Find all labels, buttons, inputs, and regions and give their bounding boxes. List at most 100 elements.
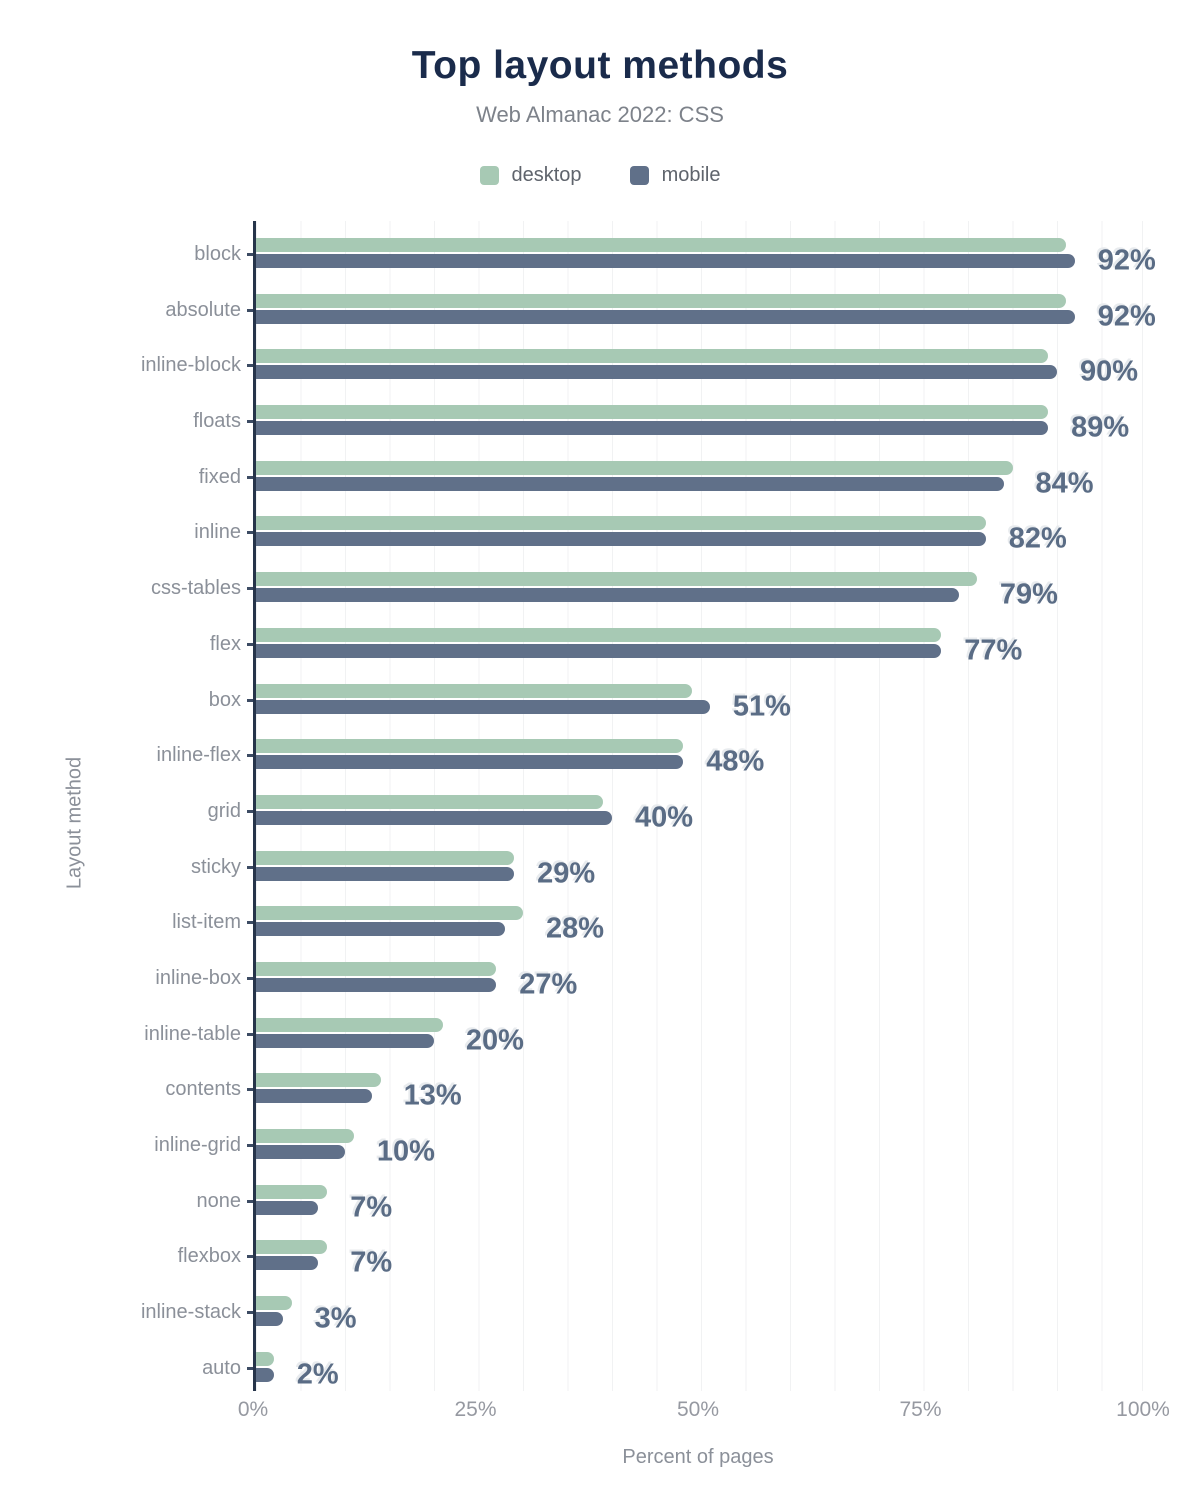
value-label: 29% (537, 857, 596, 890)
category-bars: 10% (247, 1112, 1143, 1168)
desktop-bar (256, 961, 497, 976)
category-label: floats (193, 410, 241, 433)
mobile-bar (256, 643, 942, 658)
legend-label-mobile: mobile (661, 164, 721, 186)
value-label: 92% (1097, 244, 1156, 277)
value-label: 10% (376, 1135, 435, 1168)
mobile-bar (256, 476, 1004, 491)
mobile-bar (256, 532, 986, 547)
mobile-bar (256, 810, 612, 825)
legend-swatch-mobile (629, 166, 649, 185)
category-bars: 92% (247, 221, 1156, 277)
mobile-bar (256, 1033, 434, 1048)
x-tick-label: 0% (237, 1398, 269, 1422)
category-bars: 28% (247, 889, 1143, 945)
chart-row-inline-table: inline-table 20% (0, 1001, 1200, 1057)
category-bars: 84% (247, 444, 1143, 500)
category-label: flex (209, 632, 241, 655)
chart-row-inline-stack: inline-stack 3% (0, 1279, 1200, 1335)
chart-row-list-item: list-item 28% (0, 889, 1200, 945)
plot-rows: block 92% absolute 92% inline-block 90% floats… (0, 221, 1200, 1390)
legend-swatch-desktop (479, 166, 499, 185)
category-bars: 79% (247, 555, 1143, 611)
chart-row-contents: contents 13% (0, 1056, 1200, 1112)
legend: desktop mobile (0, 164, 1200, 187)
value-label: 84% (1035, 467, 1094, 500)
desktop-bar (256, 293, 1066, 308)
category-bars: 27% (247, 945, 1143, 1001)
value-label: 79% (999, 578, 1058, 611)
desktop-bar (256, 1017, 443, 1032)
chart-row-inline-flex: inline-flex 48% (0, 722, 1200, 778)
mobile-bar (256, 922, 506, 937)
mobile-bar (256, 866, 515, 881)
mobile-bar (256, 977, 497, 992)
x-tick-label: 50% (676, 1398, 720, 1422)
category-label: flexbox (177, 1245, 241, 1268)
chart-row-auto: auto 2% (0, 1335, 1200, 1391)
chart-row-grid: grid 40% (0, 778, 1200, 834)
category-label: inline-table (144, 1022, 241, 1045)
category-bars: 29% (247, 834, 1143, 890)
mobile-bar (256, 365, 1057, 380)
desktop-bar (256, 516, 986, 531)
chart-row-inline-box: inline-box 27% (0, 945, 1200, 1001)
value-label: 82% (1008, 522, 1067, 555)
value-label: 7% (350, 1191, 393, 1224)
desktop-bar (256, 1073, 381, 1088)
value-label: 7% (350, 1246, 393, 1279)
desktop-bar (256, 794, 604, 809)
chart-row-flexbox: flexbox 7% (0, 1223, 1200, 1279)
desktop-bar (256, 627, 942, 642)
category-bars: 51% (247, 667, 1143, 723)
category-bars: 7% (247, 1223, 1143, 1279)
mobile-bar (256, 1312, 283, 1327)
category-bars: 48% (247, 722, 1143, 778)
category-label: inline-stack (140, 1301, 241, 1324)
desktop-bar (256, 850, 515, 865)
value-label: 3% (314, 1302, 357, 1335)
category-label: sticky (191, 855, 241, 878)
mobile-bar (256, 1256, 319, 1271)
category-bars: 2% (247, 1335, 1143, 1391)
value-label: 92% (1097, 300, 1156, 333)
chart-row-css-tables: css-tables 79% (0, 555, 1200, 611)
x-tick-label: 25% (454, 1398, 497, 1422)
category-label: inline-block (140, 354, 241, 377)
category-label: absolute (165, 298, 241, 321)
category-label: inline-grid (154, 1134, 241, 1156)
legend-item-desktop: desktop (479, 164, 582, 187)
mobile-bar (256, 254, 1075, 268)
chart-row-sticky: sticky 29% (0, 834, 1200, 890)
mobile-bar (256, 1367, 274, 1382)
category-bars: 77% (247, 611, 1143, 667)
category-label: none (196, 1189, 242, 1212)
x-tick-label: 75% (899, 1398, 942, 1422)
chart-row-block: block 92% (0, 221, 1200, 277)
value-label: 2% (296, 1358, 339, 1391)
category-bars: 82% (247, 499, 1143, 555)
category-bars: 3% (247, 1279, 1143, 1335)
chart-row-inline-grid: inline-grid 10% (0, 1112, 1200, 1168)
desktop-bar (256, 906, 523, 921)
category-bars: 40% (247, 778, 1143, 834)
category-label: box (208, 688, 241, 711)
value-label: 90% (1080, 355, 1139, 388)
x-axis-ticks: 0% 25% 50% 75% 100% (238, 1396, 1170, 1430)
value-label: 13% (403, 1079, 462, 1112)
chart-row-fixed: fixed 84% (0, 444, 1200, 500)
desktop-bar (256, 572, 977, 587)
value-label: 51% (732, 690, 791, 722)
desktop-bar (256, 349, 1049, 364)
value-label: 28% (546, 912, 605, 945)
chart-row-inline-block: inline-block 90% (0, 332, 1200, 388)
desktop-bar (256, 1129, 354, 1143)
category-label: inline-flex (156, 744, 241, 767)
chart-area: Layout method block 92% absolute 92% inline-… (0, 221, 1200, 1469)
mobile-bar (256, 755, 684, 770)
mobile-bar (256, 1089, 372, 1104)
chart-subtitle: Web Almanac 2022: CSS (476, 102, 724, 127)
mobile-bar (256, 309, 1075, 324)
chart-row-inline: inline 82% (0, 499, 1200, 555)
chart-row-box: box 51% (0, 667, 1200, 723)
